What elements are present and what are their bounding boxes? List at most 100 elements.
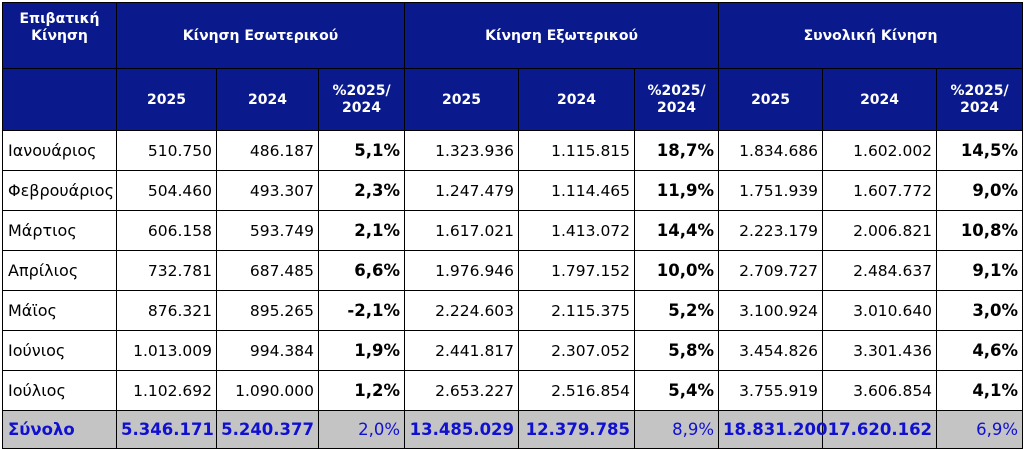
international-value-2024-cell: 1.115.815 [518, 130, 636, 171]
month-cell: Ιούλιος [2, 370, 117, 411]
domestic-value-2024-cell: 486.187 [216, 130, 319, 171]
domestic-pct-change-cell: 5,1% [317, 130, 406, 171]
total-value-2025-cell: 1.834.686 [718, 130, 824, 171]
international-value-2025-cell: 13.485.029 [404, 410, 520, 449]
empty-header-cell [2, 68, 117, 131]
year-header-2024: 2024 [822, 68, 938, 131]
group-header-international: Κίνηση Εξωτερικού [404, 2, 720, 69]
total-label: Σύνολο [2, 410, 117, 449]
international-pct-change-cell: 11,9% [634, 170, 720, 211]
table-row: Ιούνιος 1.013.009 994.384 1,9% 2.441.817 2.30… [2, 330, 1024, 371]
domestic-pct-change-cell: 2,0% [317, 410, 406, 449]
international-pct-change-cell: 8,9% [634, 410, 720, 449]
total-value-2024-cell: 2.484.637 [822, 250, 938, 291]
international-pct-change-cell: 5,4% [634, 370, 720, 411]
domestic-pct-change-cell: 2,1% [317, 210, 406, 251]
header-year-row: 2025 2024 %2025/2024 2025 2024 %2025/202… [2, 68, 1024, 131]
total-value-2024-cell: 3.606.854 [822, 370, 938, 411]
corner-header: Επιβατική Κίνηση [2, 2, 117, 69]
domestic-pct-change-cell: 6,6% [317, 250, 406, 291]
international-value-2024-cell: 12.379.785 [518, 410, 636, 449]
international-value-2025-cell: 1.323.936 [404, 130, 520, 171]
international-value-2025-cell: 2.653.227 [404, 370, 520, 411]
year-header-2025: 2025 [718, 68, 824, 131]
month-cell: Μάϊος [2, 290, 117, 331]
total-value-2025-cell: 2.223.179 [718, 210, 824, 251]
international-value-2024-cell: 1.797.152 [518, 250, 636, 291]
domestic-value-2024-cell: 687.485 [216, 250, 319, 291]
table-body: Ιανουάριος 510.750 486.187 5,1% 1.323.936 1.1… [2, 130, 1024, 449]
pct-header-line2: 2024 [342, 99, 381, 116]
total-value-2024-cell: 2.006.821 [822, 210, 938, 251]
international-value-2025-cell: 2.224.603 [404, 290, 520, 331]
domestic-value-2025-cell: 876.321 [116, 290, 217, 331]
domestic-value-2025-cell: 732.781 [116, 250, 217, 291]
pct-header-line1: %2025/ [950, 82, 1009, 99]
international-value-2024-cell: 1.413.072 [518, 210, 636, 251]
international-pct-change-cell: 5,8% [634, 330, 720, 371]
domestic-pct-change-cell: 2,3% [317, 170, 406, 211]
domestic-value-2025-cell: 606.158 [116, 210, 217, 251]
international-pct-change-cell: 14,4% [634, 210, 720, 251]
domestic-value-2024-cell: 593.749 [216, 210, 319, 251]
table-row: Απρίλιος 732.781 687.485 6,6% 1.976.946 1.797… [2, 250, 1024, 291]
total-value-2024-cell: 17.620.162 [822, 410, 938, 449]
domestic-value-2024-cell: 5.240.377 [216, 410, 319, 449]
total-pct-change-cell: 3,0% [936, 290, 1024, 331]
table-row: Μάϊος 876.321 895.265 -2,1% 2.224.603 2.115.3… [2, 290, 1024, 331]
month-cell: Ιούνιος [2, 330, 117, 371]
total-pct-change-cell: 9,1% [936, 250, 1024, 291]
domestic-value-2025-cell: 5.346.171 [116, 410, 217, 449]
table-row: Φεβρουάριος 504.460 493.307 2,3% 1.247.479 1.… [2, 170, 1024, 211]
total-value-2025-cell: 18.831.200 [718, 410, 827, 449]
month-cell: Ιανουάριος [2, 130, 117, 171]
month-cell: Φεβρουάριος [2, 170, 117, 211]
total-pct-change-cell: 14,5% [936, 130, 1024, 171]
total-row: Σύνολο 5.346.171 5.240.377 2,0% 13.485.029 12… [2, 410, 1024, 449]
international-value-2024-cell: 1.114.465 [518, 170, 636, 211]
group-header-total: Συνολική Κίνηση [718, 2, 1024, 69]
group-header-domestic: Κίνηση Εσωτερικού [115, 2, 406, 69]
international-value-2025-cell: 1.617.021 [404, 210, 520, 251]
pct-header-line1: %2025/ [647, 82, 706, 99]
international-value-2025-cell: 1.247.479 [404, 170, 520, 211]
domestic-value-2024-cell: 493.307 [216, 170, 319, 211]
year-header-2024: 2024 [518, 68, 636, 131]
total-value-2024-cell: 3.301.436 [822, 330, 938, 371]
year-header-2025: 2025 [116, 68, 217, 131]
pct-header-line1: %2025/ [332, 82, 391, 99]
pct-header-line2: 2024 [657, 99, 697, 116]
domestic-value-2024-cell: 1.090.000 [216, 370, 319, 411]
year-header-2024: 2024 [216, 68, 319, 131]
international-value-2024-cell: 2.516.854 [518, 370, 636, 411]
domestic-value-2025-cell: 1.013.009 [116, 330, 217, 371]
corner-header-line2: Κίνηση [31, 28, 88, 44]
total-value-2025-cell: 3.100.924 [718, 290, 824, 331]
pct-change-header: %2025/2024 [317, 68, 406, 131]
international-pct-change-cell: 5,2% [634, 290, 720, 331]
month-cell: Μάρτιος [2, 210, 117, 251]
total-pct-change-cell: 10,8% [936, 210, 1024, 251]
domestic-value-2024-cell: 895.265 [216, 290, 319, 331]
international-value-2024-cell: 2.115.375 [518, 290, 636, 331]
total-pct-change-cell: 9,0% [936, 170, 1024, 211]
table-row: Ιανουάριος 510.750 486.187 5,1% 1.323.936 1.1… [2, 130, 1024, 171]
international-value-2024-cell: 2.307.052 [518, 330, 636, 371]
total-pct-change-cell: 6,9% [936, 410, 1024, 449]
total-value-2024-cell: 3.010.640 [822, 290, 938, 331]
header-group-row: Επιβατική Κίνηση Κίνηση Εσωτερικού Κίνησ… [2, 2, 1024, 69]
domestic-value-2025-cell: 504.460 [116, 170, 217, 211]
pct-header-line2: 2024 [960, 99, 1000, 116]
total-value-2025-cell: 3.454.826 [718, 330, 824, 371]
total-value-2024-cell: 1.607.772 [822, 170, 938, 211]
total-pct-change-cell: 4,6% [936, 330, 1024, 371]
international-pct-change-cell: 10,0% [634, 250, 720, 291]
pct-change-header: %2025/2024 [634, 68, 720, 131]
year-header-2025: 2025 [404, 68, 520, 131]
corner-header-line1: Επιβατική [19, 11, 100, 27]
total-value-2025-cell: 2.709.727 [718, 250, 824, 291]
international-value-2025-cell: 1.976.946 [404, 250, 520, 291]
total-pct-change-cell: 4,1% [936, 370, 1024, 411]
international-value-2025-cell: 2.441.817 [404, 330, 520, 371]
